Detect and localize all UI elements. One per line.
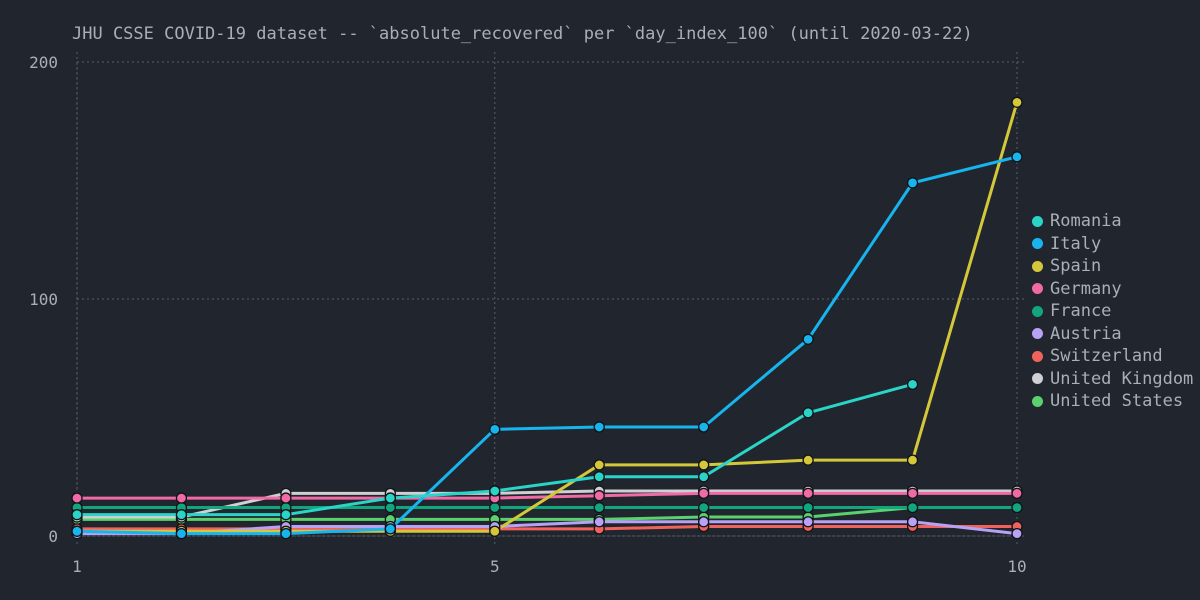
data-point-italy [593, 421, 605, 433]
x-tick-label: 10 [1007, 557, 1026, 576]
legend-label: Romania [1050, 211, 1122, 232]
axes: 0 100 200 1 5 10 [29, 53, 1027, 576]
data-point-spain [802, 454, 814, 466]
legend-label: Austria [1050, 323, 1122, 344]
data-point-germany [175, 492, 188, 504]
legend: Romania Italy Spain Germany France Austria Swi… [1032, 210, 1193, 413]
legend-item-austria: Austria [1032, 323, 1193, 346]
legend-label: Italy [1050, 233, 1102, 254]
legend-item-united-states: United States [1032, 390, 1193, 413]
data-point-spain [906, 454, 919, 466]
data-point-spain [1011, 96, 1023, 108]
data-point-austria [906, 516, 919, 528]
series-line-united-states [77, 506, 1017, 521]
data-point-romania [593, 471, 605, 483]
data-point-france [384, 501, 396, 514]
legend-label: Spain [1050, 256, 1102, 277]
legend-label: France [1050, 301, 1112, 322]
legend-label: United Kingdom [1050, 368, 1194, 389]
data-point-france [802, 501, 814, 514]
legend-item-united-kingdom: United Kingdom [1032, 368, 1193, 391]
legend-label: Germany [1050, 278, 1122, 299]
series-line-spain [77, 101, 1019, 533]
data-point-italy [802, 333, 814, 345]
data-point-germany [802, 487, 814, 499]
legend-marker [1032, 238, 1043, 250]
y-tick-label: 200 [29, 53, 58, 72]
series-line-united-kingdom [77, 489, 1017, 519]
legend-marker [1032, 350, 1043, 362]
series-line-switzerland [77, 525, 1017, 531]
x-tick-label: 1 [72, 557, 82, 576]
data-point-austria [802, 516, 814, 528]
legend-marker [1032, 215, 1043, 227]
legend-item-switzerland: Switzerland [1032, 345, 1193, 368]
series-line-italy [76, 155, 1018, 536]
data-point-germany [698, 487, 710, 499]
legend-marker [1032, 260, 1043, 272]
grid-lines [76, 52, 1027, 546]
data-point-austria [698, 516, 710, 528]
data-point-italy [906, 177, 919, 189]
data-point-france [1011, 501, 1023, 514]
data-point-romania [906, 378, 919, 390]
data-point-romania [384, 492, 396, 504]
data-point-germany [593, 490, 605, 502]
data-point-italy [1011, 151, 1023, 163]
series-lines [76, 101, 1019, 536]
legend-marker [1032, 328, 1043, 340]
data-point-germany [280, 492, 292, 504]
legend-marker [1032, 283, 1043, 295]
data-point-italy [175, 527, 188, 540]
data-point-italy [489, 423, 501, 436]
chart-title: JHU CSSE COVID-19 dataset -- `absolute_r… [72, 24, 973, 44]
data-point-spain [698, 459, 710, 471]
data-point-italy [698, 421, 710, 433]
data-point-austria [1011, 527, 1023, 540]
data-point-spain [489, 525, 501, 537]
data-point-italy [384, 523, 396, 535]
y-tick-label: 0 [48, 527, 58, 546]
data-point-romania [489, 485, 501, 497]
data-point-austria [593, 516, 605, 528]
data-point-italy [71, 525, 83, 537]
data-point-romania [280, 509, 292, 521]
data-point-germany [1011, 487, 1023, 499]
legend-label: United States [1050, 391, 1184, 412]
data-point-germany [71, 492, 83, 504]
legend-item-romania: Romania [1032, 210, 1193, 233]
data-point-romania [698, 471, 710, 483]
data-point-italy [280, 527, 292, 540]
data-point-romania [71, 509, 83, 521]
series-points [71, 96, 1023, 540]
legend-item-spain: Spain [1032, 255, 1193, 278]
legend-marker [1032, 395, 1043, 407]
legend-item-germany: Germany [1032, 278, 1193, 301]
data-point-romania [175, 509, 188, 521]
data-point-spain [593, 459, 605, 471]
legend-item-france: France [1032, 300, 1193, 323]
legend-marker [1032, 305, 1043, 317]
x-tick-label: 5 [490, 557, 500, 576]
data-point-france [698, 501, 710, 514]
y-tick-label: 100 [29, 290, 58, 309]
legend-item-italy: Italy [1032, 233, 1193, 256]
data-point-romania [802, 407, 814, 419]
data-point-france [906, 501, 919, 514]
legend-marker [1032, 373, 1043, 385]
data-point-france [593, 501, 605, 514]
data-point-germany [906, 487, 919, 499]
legend-label: Switzerland [1050, 346, 1163, 367]
data-point-france [489, 501, 501, 514]
